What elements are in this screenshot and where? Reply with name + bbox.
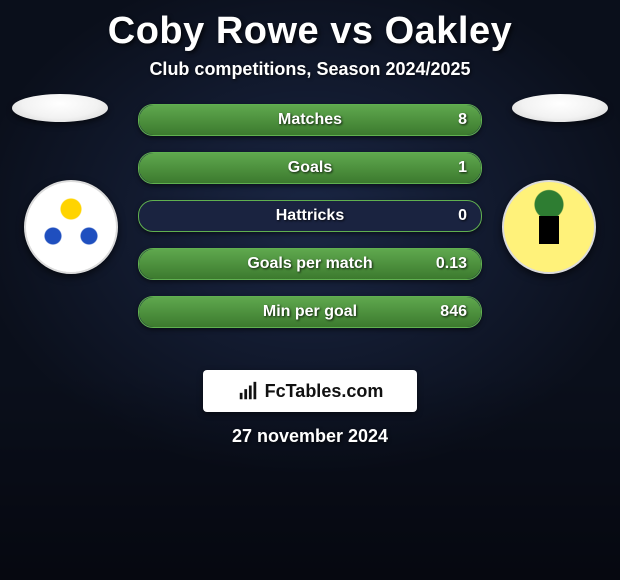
club-badge-right bbox=[502, 180, 596, 274]
stat-row-hattricks: Hattricks 0 bbox=[138, 200, 482, 232]
stat-value-right: 846 bbox=[440, 297, 467, 327]
stat-row-gpm: Goals per match 0.13 bbox=[138, 248, 482, 280]
comparison-area: Matches 8 Goals 1 Hattricks 0 Goals per … bbox=[0, 92, 620, 352]
brand-card[interactable]: FcTables.com bbox=[203, 370, 417, 412]
stat-row-goals: Goals 1 bbox=[138, 152, 482, 184]
player-photo-left bbox=[12, 94, 108, 122]
brand-text: FcTables.com bbox=[265, 381, 384, 402]
player-photo-right bbox=[512, 94, 608, 122]
footer-date: 27 november 2024 bbox=[0, 426, 620, 447]
stat-value-right: 1 bbox=[458, 153, 467, 183]
stat-value-right: 0.13 bbox=[436, 249, 467, 279]
page-subtitle: Club competitions, Season 2024/2025 bbox=[0, 59, 620, 80]
page-title: Coby Rowe vs Oakley bbox=[0, 0, 620, 53]
stat-row-mpg: Min per goal 846 bbox=[138, 296, 482, 328]
bar-chart-icon bbox=[237, 380, 259, 402]
stat-label: Hattricks bbox=[139, 201, 481, 231]
club-badge-left bbox=[24, 180, 118, 274]
stat-row-matches: Matches 8 bbox=[138, 104, 482, 136]
stat-value-right: 0 bbox=[458, 201, 467, 231]
stat-label: Matches bbox=[139, 105, 481, 135]
stat-value-right: 8 bbox=[458, 105, 467, 135]
stat-label: Min per goal bbox=[139, 297, 481, 327]
stat-label: Goals per match bbox=[139, 249, 481, 279]
stat-label: Goals bbox=[139, 153, 481, 183]
stat-bars: Matches 8 Goals 1 Hattricks 0 Goals per … bbox=[138, 88, 482, 344]
